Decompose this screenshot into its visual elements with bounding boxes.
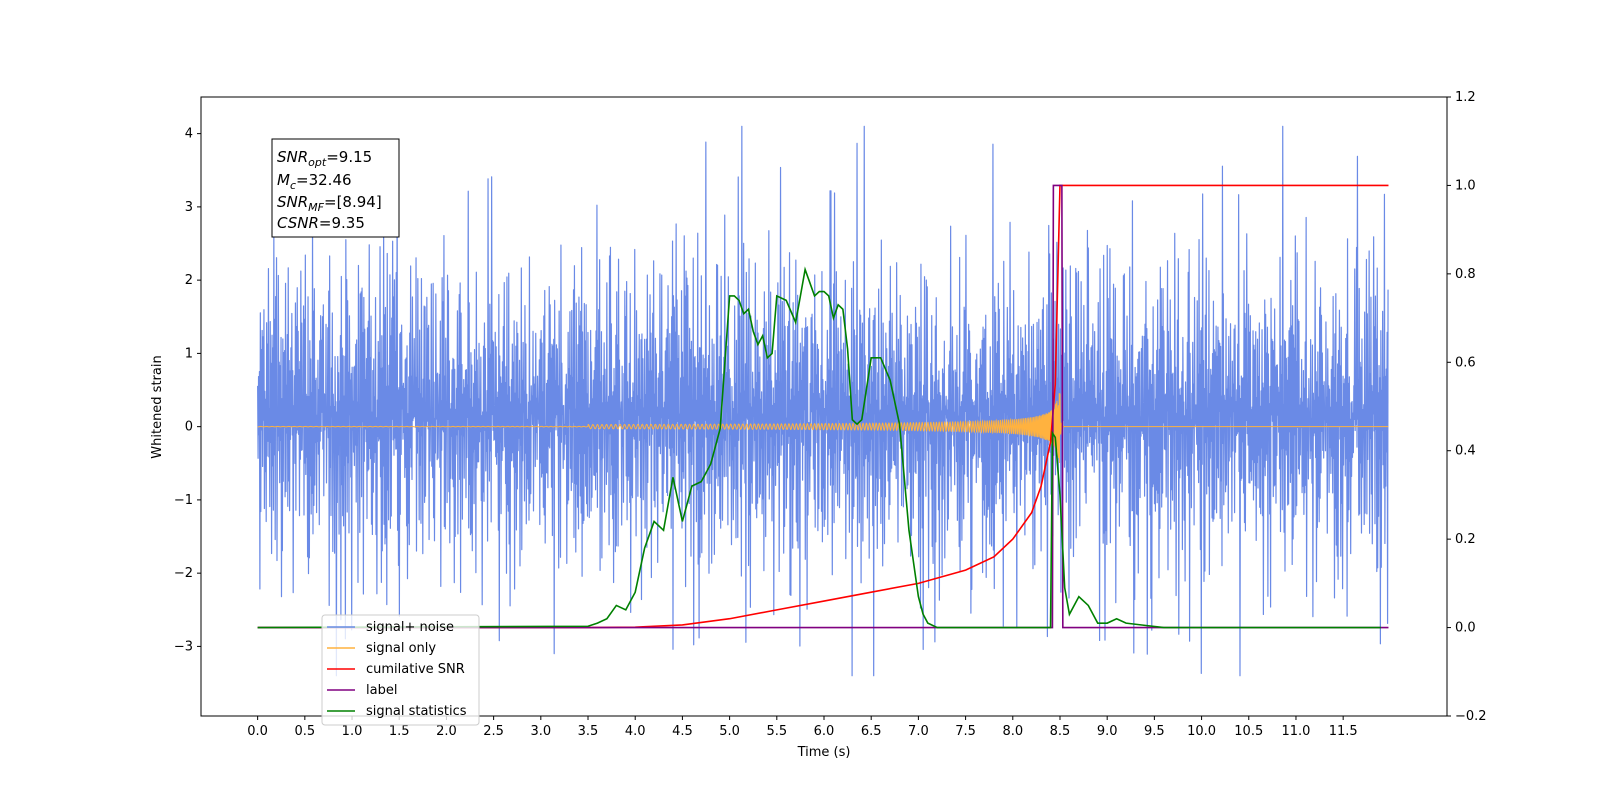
x-tick-label: 7.5 — [955, 724, 976, 739]
y-tick-label: −3 — [174, 639, 193, 654]
legend-entry-signal-only: signal only — [327, 641, 436, 656]
x-tick-label: 8.5 — [1050, 724, 1071, 739]
y2-tick-label: 0.0 — [1455, 621, 1476, 636]
cumulative-snr-line — [257, 184, 1389, 629]
x-tick-label: 7.0 — [908, 724, 929, 739]
y2-tick-label: 0.2 — [1455, 532, 1476, 547]
x-axis-label: Time (s) — [797, 745, 851, 760]
x-tick-label: 3.0 — [530, 724, 551, 739]
label-line — [257, 184, 1389, 629]
x-tick-label: 11.5 — [1329, 724, 1358, 739]
y-tick-label: 4 — [185, 127, 193, 142]
x-tick-label: 0.5 — [294, 724, 315, 739]
y-axis-left: −3 −2 −1 0 1 2 3 4 — [174, 127, 201, 654]
legend: signal+ noise signal only cumilative SNR… — [321, 614, 480, 726]
legend-frame — [321, 614, 480, 726]
signal-only-line — [257, 393, 1389, 463]
x-tick-label: 6.0 — [814, 724, 835, 739]
y2-tick-label: 1.0 — [1455, 178, 1476, 193]
x-tick-label: 0.0 — [247, 724, 268, 739]
y2-tick-label: 0.8 — [1455, 267, 1476, 282]
x-tick-label: 5.5 — [766, 724, 787, 739]
legend-label: label — [366, 683, 397, 698]
legend-entry-signal-noise: signal+ noise — [327, 620, 454, 635]
legend-label: signal statistics — [366, 704, 467, 719]
y-axis-label: Whitened strain — [150, 355, 165, 458]
x-tick-label: 2.0 — [436, 724, 457, 739]
y-tick-label: −1 — [174, 493, 193, 508]
y-tick-label: −2 — [174, 566, 193, 581]
x-axis: 0.0 0.5 1.0 1.5 2.0 2.5 3.0 3.5 4.0 4.5 5.0 5.5 6.0 6… — [247, 716, 1358, 739]
x-tick-label: 8.0 — [1002, 724, 1023, 739]
legend-entry-signal-statistics: signal statistics — [327, 704, 467, 719]
annotation-line-snr-mf: SNRMF=[8.94] — [277, 193, 382, 214]
annotation-frame — [271, 138, 400, 238]
y2-tick-label: 0.4 — [1455, 444, 1476, 459]
y-tick-label: 1 — [185, 346, 193, 361]
annotation-line-csnr: CSNR=9.35 — [277, 214, 365, 232]
x-tick-label: 4.5 — [672, 724, 693, 739]
y-axis-right: −0.2 0.0 0.2 0.4 0.6 0.8 1.0 1.2 — [1447, 90, 1487, 724]
x-tick-label: 1.5 — [389, 724, 410, 739]
x-tick-label: 11.0 — [1281, 724, 1310, 739]
legend-label: cumilative SNR — [366, 662, 465, 677]
x-tick-label: 10.5 — [1234, 724, 1263, 739]
legend-label: signal only — [366, 641, 436, 656]
x-tick-label: 3.5 — [578, 724, 599, 739]
x-tick-label: 6.5 — [861, 724, 882, 739]
x-tick-label: 10.0 — [1187, 724, 1216, 739]
x-tick-label: 1.0 — [342, 724, 363, 739]
y2-tick-label: 1.2 — [1455, 90, 1476, 105]
legend-entry-cumulative-snr: cumilative SNR — [327, 662, 465, 677]
y-tick-label: 0 — [185, 420, 193, 435]
signal-statistics-line — [257, 266, 1381, 629]
x-tick-label: 5.0 — [719, 724, 740, 739]
annotation-line-mc: Mc=32.46 — [277, 171, 352, 192]
legend-entry-label: label — [327, 683, 397, 698]
signal-noise-line — [257, 125, 1389, 677]
x-tick-label: 9.0 — [1097, 724, 1118, 739]
legend-label: signal+ noise — [366, 620, 454, 635]
annotation-line-snr-opt: SNRopt=9.15 — [277, 148, 372, 169]
y2-tick-label: 0.6 — [1455, 355, 1476, 370]
x-tick-label: 4.0 — [625, 724, 646, 739]
y-tick-label: 2 — [185, 273, 193, 288]
y2-tick-label: −0.2 — [1455, 709, 1487, 724]
x-tick-label: 9.5 — [1144, 724, 1165, 739]
y-tick-label: 3 — [185, 200, 193, 215]
snr-annotation-box: SNRopt=9.15 Mc=32.46 SNRMF=[8.94] CSNR=9… — [271, 138, 400, 238]
x-tick-label: 2.5 — [483, 724, 504, 739]
